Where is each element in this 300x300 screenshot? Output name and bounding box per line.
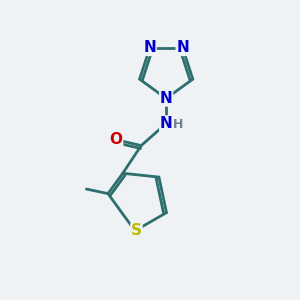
Text: H: H bbox=[173, 118, 184, 131]
Text: S: S bbox=[131, 223, 142, 238]
Text: N: N bbox=[160, 91, 172, 106]
Text: N: N bbox=[176, 40, 189, 56]
Text: O: O bbox=[110, 132, 123, 147]
Text: N: N bbox=[160, 116, 172, 131]
Text: N: N bbox=[143, 40, 156, 56]
